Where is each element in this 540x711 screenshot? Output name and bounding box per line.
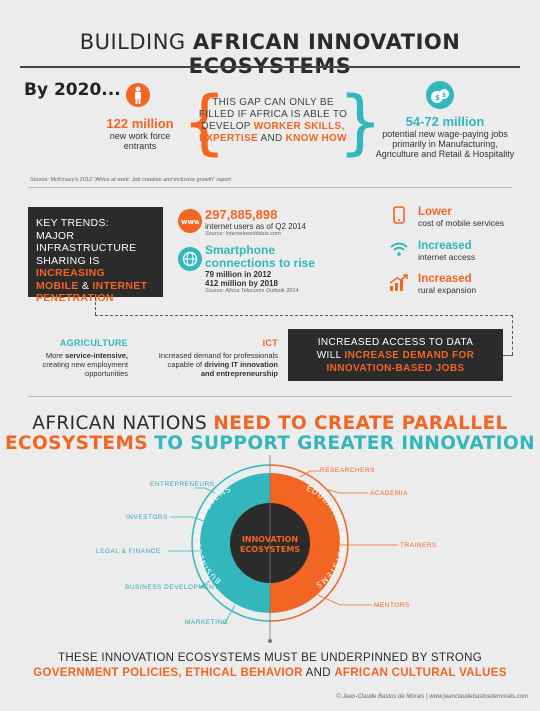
label-marketing: MARKETING [185, 619, 229, 626]
label-entrepreneurs: ENTREPRENEURS [150, 481, 215, 488]
internet-access-item: Increased internet access [418, 240, 476, 262]
wifi-icon [389, 241, 409, 262]
closing-statement: THESE INNOVATION ECOSYSTEMS MUST BE UNDE… [33, 652, 507, 679]
label-academia: ACADEMIA [370, 490, 408, 497]
ecosystems-title: AFRICAN NATIONS NEED TO CREATE PARALLEL … [5, 413, 535, 454]
connector-line [503, 355, 513, 356]
section-divider [28, 396, 512, 397]
rural-expansion-item: Increased rural expansion [418, 273, 477, 295]
smartphone-stat: Smartphone connections to rise 79 millio… [205, 243, 316, 295]
data-access-box: INCREASED ACCESS TO DATA WILL INCREASE D… [288, 329, 503, 381]
jobs-stat: 54-72 million potential new wage-paying … [375, 114, 515, 159]
person-icon [126, 83, 150, 107]
workforce-stat: 122 million new work force entrants [106, 116, 174, 151]
label-business-development: BUSINESS DEVELOPMENT [125, 584, 219, 591]
right-brace: } [338, 81, 383, 163]
internet-users-stat: 297,885,898 internet users as of Q2 2014… [205, 207, 306, 237]
svg-text:$: $ [435, 94, 440, 102]
key-trends-box: KEY TRENDS: MAJOR INFRASTRUCTURE SHARING… [28, 207, 163, 304]
agriculture-block: AGRICULTURE More service-intensive, crea… [42, 338, 128, 378]
lower-cost-item: Lower cost of mobile services [418, 206, 504, 228]
connector-line [512, 315, 513, 355]
growth-arrow-icon [389, 274, 409, 297]
gap-statement: THIS GAP CAN ONLY BE FILLED IF AFRICA IS… [198, 97, 348, 144]
outer-ring-education [269, 464, 349, 622]
label-legal-finance: LEGAL & FINANCE [96, 548, 161, 555]
label-investors: INVESTORS [126, 514, 168, 521]
svg-text:$: $ [442, 92, 446, 99]
outer-ring-business [191, 464, 271, 622]
label-mentors: MENTORS [374, 602, 410, 609]
page-title: BUILDING AFRICAN INNOVATION ECOSYSTEMS [79, 30, 461, 78]
label-trainers: TRAINERS [400, 542, 437, 549]
mckinsey-source: Source: McKinsey's 2012 "Africa at work:… [30, 177, 231, 183]
title-divider [20, 66, 520, 68]
center-label-2: ECOSYSTEMS [240, 545, 300, 554]
credit-line: © Jean-Claude Bastos de Morais | www.jea… [336, 694, 528, 700]
connector-line [95, 315, 513, 316]
www-icon: www [178, 209, 202, 233]
center-label-1: INNOVATION [242, 535, 298, 544]
globe-icon [178, 247, 202, 271]
money-bag-icon: $ $ [426, 81, 454, 109]
svg-text:www: www [181, 218, 199, 226]
by2020-heading: By 2020... [24, 80, 121, 100]
ict-block: ICT Increased demand for professionals c… [158, 338, 278, 378]
section-divider [28, 187, 512, 188]
phone-icon [393, 206, 405, 229]
label-researchers: RESEARCHERS [320, 467, 375, 474]
left-brace: { [182, 81, 227, 163]
connector-line [95, 297, 97, 315]
ecosystem-diagram: BUSINESS ECOSYSTEMS EDUCATION ECOSYSTEMS… [168, 455, 398, 643]
